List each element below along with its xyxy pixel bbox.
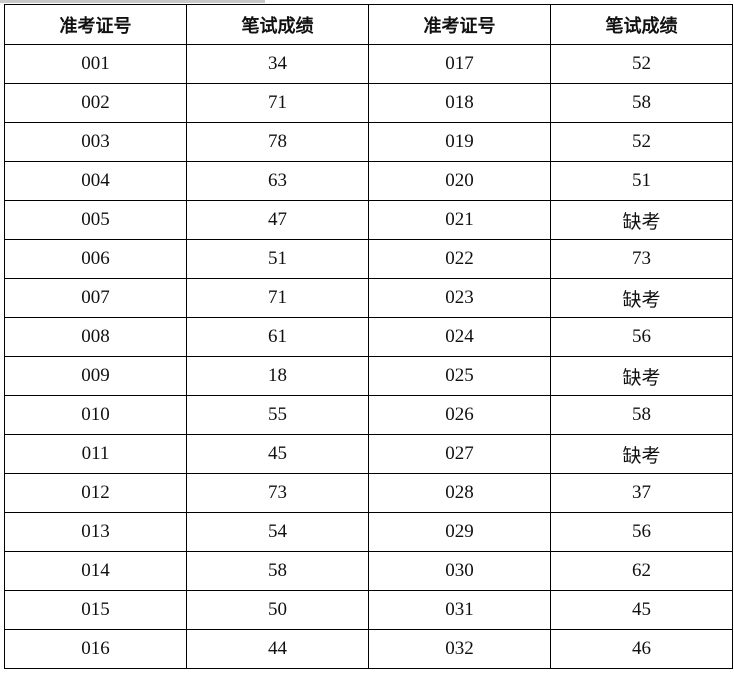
exam-id-cell: 002: [4, 83, 187, 123]
exam-id-cell: 018: [368, 83, 551, 123]
table-row: 008 61 024 56: [4, 317, 733, 357]
exam-id-cell: 015: [4, 590, 187, 630]
table-row: 005 47 021 缺考: [4, 200, 733, 240]
exam-id-cell: 004: [4, 161, 187, 201]
exam-id-cell: 013: [4, 512, 187, 552]
score-cell: 46: [550, 629, 733, 669]
exam-id-cell: 022: [368, 239, 551, 279]
exam-id-cell: 032: [368, 629, 551, 669]
exam-id-cell: 011: [4, 434, 187, 474]
score-cell: 63: [186, 161, 369, 201]
score-cell: 62: [550, 551, 733, 591]
table-row: 014 58 030 62: [4, 551, 733, 591]
table-row: 010 55 026 58: [4, 395, 733, 435]
exam-id-cell: 025: [368, 356, 551, 396]
top-strip: [0, 0, 265, 3]
score-cell: 78: [186, 122, 369, 162]
exam-id-cell: 023: [368, 278, 551, 318]
score-cell: 51: [186, 239, 369, 279]
table-row: 004 63 020 51: [4, 161, 733, 201]
header-exam-id: 准考证号: [368, 4, 551, 45]
exam-id-cell: 030: [368, 551, 551, 591]
score-cell: 50: [186, 590, 369, 630]
exam-id-cell: 028: [368, 473, 551, 513]
score-cell: 44: [186, 629, 369, 669]
exam-id-cell: 009: [4, 356, 187, 396]
header-row: 准考证号 笔试成绩 准考证号 笔试成绩: [4, 4, 733, 45]
score-cell: 缺考: [550, 434, 733, 474]
exam-id-cell: 017: [368, 44, 551, 84]
score-cell: 34: [186, 44, 369, 84]
score-cell: 71: [186, 83, 369, 123]
score-cell: 45: [550, 590, 733, 630]
score-cell: 56: [550, 317, 733, 357]
exam-id-cell: 024: [368, 317, 551, 357]
exam-id-cell: 027: [368, 434, 551, 474]
table-row: 016 44 032 46: [4, 629, 733, 669]
table-row: 006 51 022 73: [4, 239, 733, 279]
table-row: 013 54 029 56: [4, 512, 733, 552]
score-cell: 54: [186, 512, 369, 552]
score-cell: 56: [550, 512, 733, 552]
score-cell: 55: [186, 395, 369, 435]
score-cell: 45: [186, 434, 369, 474]
exam-id-cell: 010: [4, 395, 187, 435]
score-cell: 47: [186, 200, 369, 240]
score-table: 准考证号 笔试成绩 准考证号 笔试成绩 001 34 017 52 002 71 018 58…: [4, 4, 733, 669]
table-row: 015 50 031 45: [4, 590, 733, 630]
table-row: 007 71 023 缺考: [4, 278, 733, 318]
score-cell: 52: [550, 44, 733, 84]
exam-id-cell: 019: [368, 122, 551, 162]
exam-id-cell: 008: [4, 317, 187, 357]
exam-id-cell: 001: [4, 44, 187, 84]
exam-id-cell: 003: [4, 122, 187, 162]
score-cell: 18: [186, 356, 369, 396]
score-cell: 61: [186, 317, 369, 357]
exam-id-cell: 020: [368, 161, 551, 201]
exam-id-cell: 014: [4, 551, 187, 591]
table-row: 009 18 025 缺考: [4, 356, 733, 396]
table-row: 012 73 028 37: [4, 473, 733, 513]
score-cell: 73: [186, 473, 369, 513]
score-cell: 52: [550, 122, 733, 162]
exam-id-cell: 007: [4, 278, 187, 318]
exam-id-cell: 031: [368, 590, 551, 630]
score-cell: 58: [186, 551, 369, 591]
table-row: 011 45 027 缺考: [4, 434, 733, 474]
table-row: 003 78 019 52: [4, 122, 733, 162]
exam-id-cell: 029: [368, 512, 551, 552]
exam-id-cell: 016: [4, 629, 187, 669]
score-cell: 73: [550, 239, 733, 279]
header-written-score: 笔试成绩: [550, 4, 733, 45]
header-written-score: 笔试成绩: [186, 4, 369, 45]
table-row: 002 71 018 58: [4, 83, 733, 123]
score-cell: 51: [550, 161, 733, 201]
exam-id-cell: 006: [4, 239, 187, 279]
score-cell: 缺考: [550, 356, 733, 396]
score-cell: 58: [550, 395, 733, 435]
score-cell: 71: [186, 278, 369, 318]
exam-id-cell: 012: [4, 473, 187, 513]
score-cell: 缺考: [550, 200, 733, 240]
score-cell: 58: [550, 83, 733, 123]
score-cell: 37: [550, 473, 733, 513]
score-cell: 缺考: [550, 278, 733, 318]
exam-id-cell: 021: [368, 200, 551, 240]
exam-id-cell: 026: [368, 395, 551, 435]
header-exam-id: 准考证号: [4, 4, 187, 45]
exam-id-cell: 005: [4, 200, 187, 240]
table-row: 001 34 017 52: [4, 44, 733, 84]
